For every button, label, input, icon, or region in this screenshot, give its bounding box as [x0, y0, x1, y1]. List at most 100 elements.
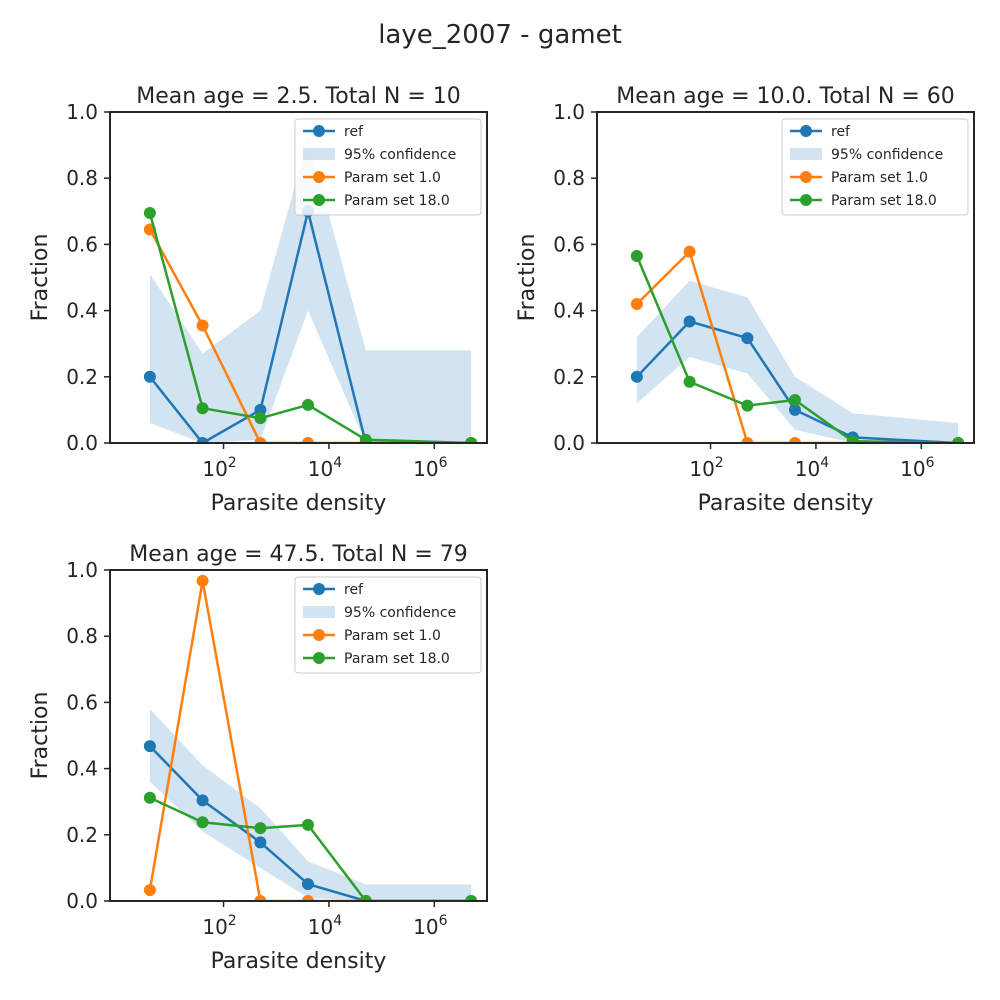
series-param-18	[630, 249, 965, 443]
legend-patch	[790, 148, 822, 160]
legend-box	[781, 118, 969, 216]
data-point-param-1	[254, 895, 267, 901]
y-tick-label: 0.0	[66, 889, 98, 913]
x-tick-label: 102	[689, 455, 723, 481]
y-tick-label: 0.2	[66, 365, 98, 389]
legend-entry: Param set 1.0	[303, 170, 441, 186]
legend-label: Param set 18.0	[344, 651, 450, 667]
y-tick-label: 0.6	[66, 690, 98, 714]
data-point-param-1	[301, 437, 314, 443]
y-tick-label: 1.0	[66, 100, 98, 124]
axes-frame	[109, 111, 488, 444]
data-point-param-18	[846, 435, 859, 443]
legend-marker	[800, 194, 812, 206]
legend-marker	[313, 194, 325, 206]
x-axis: 102 104 106	[202, 901, 448, 939]
data-point-param-18	[683, 375, 696, 388]
legend-label: Param set 18.0	[831, 193, 937, 209]
series-line-param-18	[148, 212, 472, 443]
y-tick-label: 0.8	[66, 624, 98, 648]
legend-marker	[313, 583, 325, 595]
legend: ref 95% confidence Param set 1.0 Param set …	[781, 118, 969, 216]
x-tick-label: 104	[308, 913, 342, 939]
panel-1: 0.0 0.2 0.4 0.6 0.8 1.0 102 104 106 Parasite dens…	[28, 84, 488, 516]
data-point-param-1	[196, 319, 209, 332]
data-point-param-1	[741, 437, 754, 443]
data-point-param-1	[254, 437, 267, 443]
y-tick-label: 0.0	[553, 431, 585, 455]
data-point-param-1	[683, 245, 696, 258]
legend-patch	[303, 606, 335, 618]
data-point-param-18	[143, 791, 156, 804]
series-line-param-1	[148, 579, 472, 901]
legend: ref 95% confidence Param set 1.0 Param set …	[294, 576, 482, 674]
x-tick-label: 102	[202, 913, 236, 939]
y-axis: 0.0 0.2 0.4 0.6 0.8 1.0	[66, 100, 110, 455]
legend-label: Param set 1.0	[831, 170, 928, 186]
legend: ref 95% confidence Param set 1.0 Param set …	[294, 118, 482, 216]
x-tick-label: 106	[413, 455, 447, 481]
data-point-param-18	[301, 818, 314, 831]
legend-label: 95% confidence	[344, 605, 456, 621]
y-tick-label: 0.8	[66, 166, 98, 190]
y-tick-label: 0.8	[553, 166, 585, 190]
data-point-param-18	[359, 895, 372, 901]
x-tick-label: 102	[202, 455, 236, 481]
confidence-band	[636, 280, 959, 443]
panel-title: Mean age = 10.0. Total N = 60	[616, 84, 955, 109]
series-line-param-18	[635, 255, 959, 443]
data-point-param-18	[465, 895, 478, 901]
y-tick-label: 0.4	[66, 299, 98, 323]
legend-entry: ref	[303, 582, 364, 598]
x-tick-label: 104	[795, 455, 829, 481]
y-axis: 0.0 0.2 0.4 0.6 0.8 1.0	[553, 100, 597, 455]
data-point-ref	[143, 740, 156, 753]
legend-box	[294, 118, 482, 216]
legend-label: Param set 18.0	[344, 193, 450, 209]
legend-marker	[800, 125, 812, 137]
y-tick-label: 0.6	[66, 232, 98, 256]
data-point-param-1	[788, 437, 801, 443]
legend-marker	[313, 171, 325, 183]
legend-label: ref	[344, 582, 364, 598]
legend-label: ref	[831, 124, 851, 140]
x-tick-label: 104	[308, 455, 342, 481]
x-axis-label: Parasite density	[698, 491, 874, 516]
figure-title: laye_2007 - gamet	[378, 20, 622, 50]
data-point-param-18	[301, 398, 314, 411]
data-point-param-18	[254, 412, 267, 425]
x-axis: 102 104 106	[689, 443, 935, 481]
legend-entry: Param set 18.0	[303, 193, 450, 209]
legend-entry: Param set 18.0	[303, 651, 450, 667]
panel-title: Mean age = 47.5. Total N = 79	[129, 542, 468, 567]
legend-entry: Param set 1.0	[790, 170, 928, 186]
data-point-param-18	[465, 437, 478, 443]
y-axis-label: Fraction	[28, 234, 53, 322]
panel-3: 0.0 0.2 0.4 0.6 0.8 1.0 102 104 106 Parasite dens…	[28, 542, 488, 974]
legend-label: 95% confidence	[344, 147, 456, 163]
x-axis-label: Parasite density	[211, 949, 387, 974]
data-point-ref	[741, 332, 754, 345]
plot-area	[143, 574, 478, 901]
y-tick-label: 0.4	[66, 757, 98, 781]
data-point-param-1	[196, 574, 209, 587]
series-param-18	[143, 206, 478, 443]
y-axis-label: Fraction	[515, 234, 540, 322]
legend-entry: Param set 18.0	[790, 193, 937, 209]
legend-marker	[800, 171, 812, 183]
data-point-ref	[196, 794, 209, 807]
data-point-ref	[683, 315, 696, 328]
series-line-param-1	[148, 228, 472, 443]
plot-area	[630, 245, 965, 443]
data-point-param-1	[143, 884, 156, 897]
axes-frame	[109, 569, 488, 902]
y-tick-label: 0.0	[66, 431, 98, 455]
legend-label: Param set 1.0	[344, 170, 441, 186]
legend-marker	[313, 629, 325, 641]
legend-marker	[313, 652, 325, 664]
legend-entry: ref	[790, 124, 851, 140]
x-tick-label: 106	[413, 913, 447, 939]
data-point-param-18	[952, 437, 965, 443]
data-point-param-18	[630, 249, 643, 262]
